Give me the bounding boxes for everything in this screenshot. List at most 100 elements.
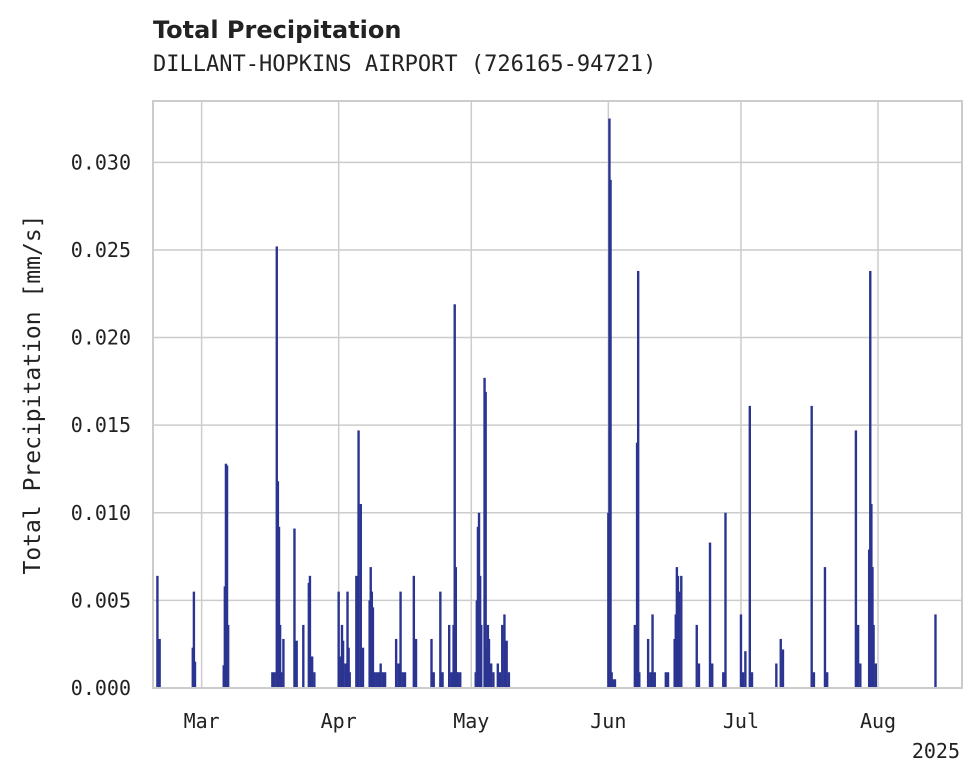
x-tick-label: Apr: [321, 709, 357, 733]
precip-bar: [775, 663, 778, 688]
y-tick-label: 0.030: [71, 150, 131, 174]
y-tick-label: 0.000: [71, 676, 131, 700]
precip-bar: [859, 663, 862, 688]
precip-bar: [507, 672, 511, 688]
precip-bar: [346, 591, 349, 688]
precip-bar: [280, 672, 283, 688]
precip-bar: [371, 607, 375, 688]
precip-bar: [934, 614, 937, 688]
precip-bar: [653, 672, 656, 688]
precip-bar: [711, 663, 714, 688]
precip-bar: [680, 575, 683, 688]
precip-bar: [638, 672, 641, 688]
y-tick-label: 0.005: [71, 588, 131, 612]
precip-bar: [226, 624, 230, 688]
precip-bar: [379, 663, 382, 688]
precip-bar: [708, 542, 712, 688]
precip-bar: [313, 672, 316, 688]
precip-bar: [372, 672, 376, 688]
precip-bar: [295, 640, 298, 688]
precip-bar: [453, 304, 456, 688]
precip-bar: [779, 638, 782, 688]
precip-bar: [375, 672, 378, 688]
precip-bar: [278, 624, 282, 688]
precip-bar: [394, 638, 398, 688]
y-tick-label: 0.025: [71, 238, 131, 262]
precip-bar: [447, 624, 451, 688]
chart-title: Total Precipitation: [153, 16, 402, 44]
precip-bar: [496, 663, 500, 688]
precip-bar: [722, 672, 725, 688]
precip-bar: [454, 567, 458, 688]
precip-bar: [666, 672, 670, 688]
precip-bar: [677, 591, 681, 688]
precip-bar: [613, 679, 617, 688]
x-tick-label: Aug: [860, 709, 896, 733]
precip-bar: [403, 672, 407, 688]
x-tick-label: May: [453, 709, 489, 733]
precip-bar: [781, 649, 785, 688]
precip-bar: [439, 591, 442, 688]
precip-bar: [812, 672, 816, 688]
precip-bar: [308, 575, 312, 688]
precip-bar: [750, 672, 754, 688]
x-tick-label: Jun: [590, 709, 626, 733]
axis-ticks: 0.000 0.005 0.010 0.015 0.020 0.025 0.030 Mar Ap…: [71, 150, 896, 733]
precip-bar: [401, 672, 404, 688]
precip-bar: [302, 624, 305, 688]
precip-bar: [498, 672, 502, 688]
precip-bar: [193, 661, 197, 688]
precip-bar: [489, 663, 493, 688]
precip-bar: [441, 672, 444, 688]
x-year-label: 2025: [912, 739, 960, 763]
precip-bar: [695, 624, 698, 688]
precip-bar: [854, 430, 858, 688]
precip-bar: [459, 672, 462, 688]
precip-bar: [636, 270, 640, 688]
precip-bar: [741, 672, 745, 688]
precip-bar: [338, 656, 341, 688]
precip-bar: [381, 672, 385, 688]
precip-bar: [359, 504, 362, 688]
precip-bar: [355, 575, 358, 688]
precip-bar: [273, 672, 276, 688]
precip-bar: [347, 647, 350, 688]
x-tick-label: Mar: [184, 709, 220, 733]
y-tick-label: 0.020: [71, 326, 131, 350]
precip-bar: [744, 651, 747, 688]
precip-bar: [874, 663, 877, 688]
precip-bar: [432, 672, 435, 688]
precip-bar: [823, 567, 827, 688]
chart-subtitle: DILLANT-HOPKINS AIRPORT (726165-94721): [153, 52, 657, 77]
y-tick-label: 0.010: [71, 501, 131, 525]
precip-bar: [609, 179, 612, 688]
precip-bar: [492, 672, 495, 688]
precip-bar: [724, 512, 727, 688]
precip-bar: [348, 672, 351, 688]
precip-bar: [856, 624, 860, 688]
precip-bar: [825, 672, 829, 688]
x-tick-label: Jul: [723, 709, 759, 733]
precip-bar: [271, 672, 274, 688]
precip-bar: [611, 679, 614, 688]
precip-bar: [651, 614, 654, 688]
precip-bar: [341, 640, 345, 688]
precip-bar: [377, 672, 380, 688]
precip-bar: [310, 656, 314, 688]
precip-bar: [399, 591, 402, 688]
precip-bar: [344, 663, 347, 688]
precip-bar: [361, 647, 365, 688]
precip-bar: [649, 672, 652, 688]
precip-bar: [646, 638, 650, 688]
precip-bar: [383, 672, 387, 688]
precip-bar: [503, 614, 506, 688]
precip-bar: [275, 246, 278, 688]
y-axis-label: Total Precipitation [mm/s]: [20, 214, 46, 574]
precip-bar: [412, 575, 416, 688]
precip-bar: [414, 638, 418, 688]
precip-bar: [484, 391, 487, 688]
precip-bar: [810, 405, 813, 688]
precip-bar: [748, 405, 752, 688]
precip-bar: [505, 640, 508, 688]
precip-bar: [456, 672, 460, 688]
